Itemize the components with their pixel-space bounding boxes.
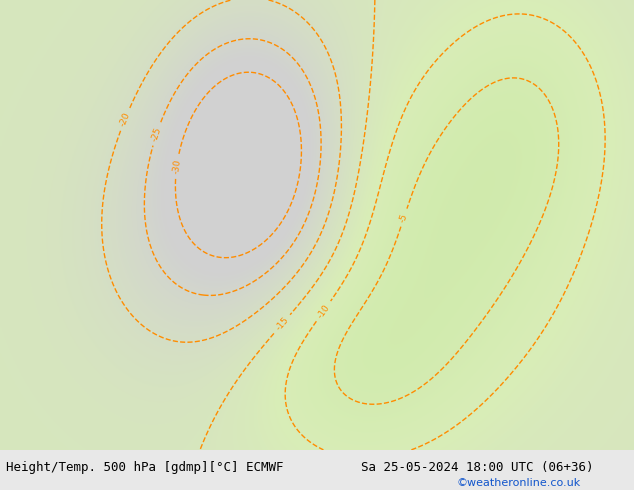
Text: ©weatheronline.co.uk: ©weatheronline.co.uk [456, 478, 581, 488]
Text: Sa 25-05-2024 18:00 UTC (06+36): Sa 25-05-2024 18:00 UTC (06+36) [361, 462, 594, 474]
Text: -25: -25 [150, 125, 163, 142]
Text: -5: -5 [398, 212, 410, 223]
Text: -30: -30 [171, 158, 182, 174]
Text: -20: -20 [118, 111, 132, 128]
Text: -15: -15 [274, 316, 290, 333]
Text: Height/Temp. 500 hPa [gdmp][°C] ECMWF: Height/Temp. 500 hPa [gdmp][°C] ECMWF [6, 462, 284, 474]
Text: -10: -10 [316, 302, 332, 320]
